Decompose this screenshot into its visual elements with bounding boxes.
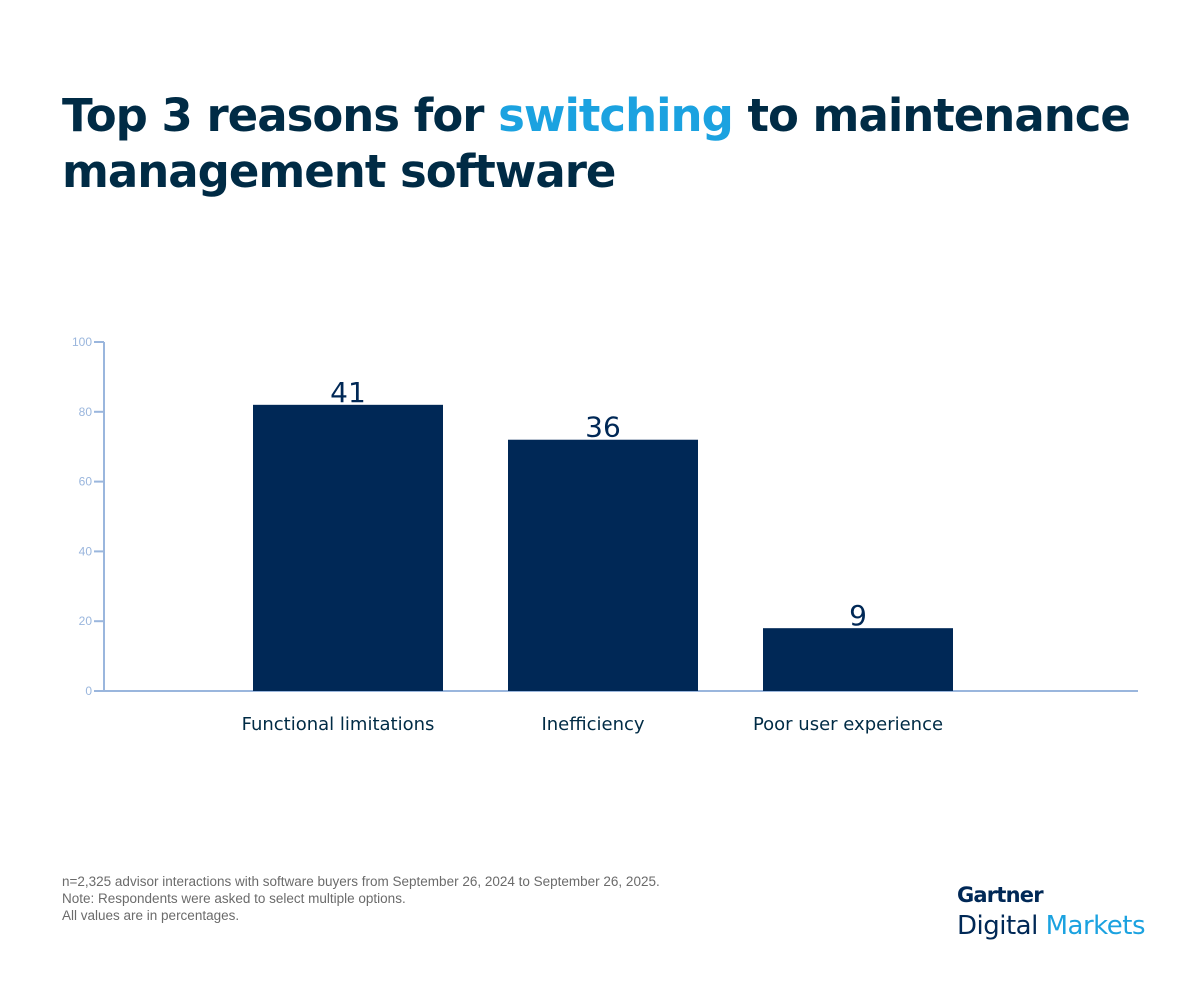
title-highlight: switching [498, 89, 734, 142]
y-tick-label: 0 [85, 684, 92, 698]
x-tick-label: Functional limitations [242, 714, 435, 735]
data-label: 9 [849, 599, 867, 632]
gartner-digital-markets-logo: Gartner Digital Markets [957, 883, 1146, 941]
page-title: Top 3 reasons for switching to maintenan… [62, 88, 1162, 200]
footnote: All values are in percentages. [62, 908, 240, 923]
logo-brand: Gartner [957, 883, 1044, 907]
x-tick-label: Poor user experience [753, 714, 943, 735]
logo-text: Digital Markets [957, 911, 1146, 941]
bar [508, 439, 698, 691]
footnote: n=2,325 advisor interactions with softwa… [62, 874, 660, 889]
footnote: Note: Respondents were asked to select m… [62, 891, 406, 906]
bar [763, 628, 953, 691]
bar [253, 404, 443, 691]
y-tick-label: 100 [72, 335, 92, 349]
data-label: 41 [330, 376, 366, 409]
y-tick-label: 60 [79, 475, 93, 489]
x-tick-label: Inefficiency [541, 714, 644, 735]
y-tick-label: 40 [79, 544, 93, 558]
bar-chart: 0 20 40 60 80 100 41 Functional limitations 36 In… [72, 335, 1138, 735]
data-label: 36 [585, 411, 621, 444]
y-tick-label: 80 [79, 405, 93, 419]
title-text: Top 3 reasons for [62, 89, 499, 142]
y-tick-label: 20 [79, 614, 93, 628]
title-text: to maintenance management software [62, 89, 1131, 198]
footnotes: n=2,325 advisor interactions with softwa… [62, 873, 660, 924]
